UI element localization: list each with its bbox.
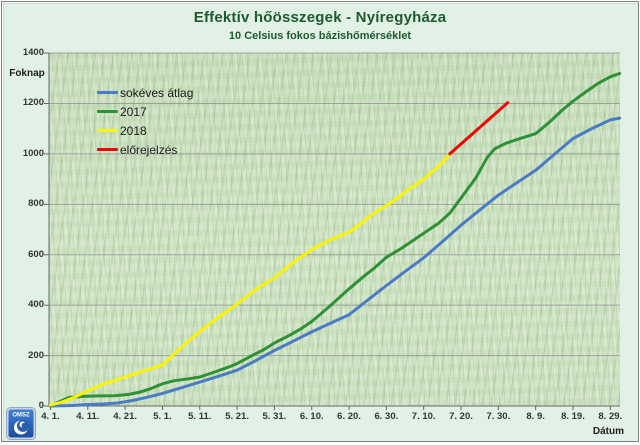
legend-label: 2018	[120, 123, 147, 138]
x-tick-label: 7. 20.	[449, 411, 473, 422]
x-tick-label: 5. 21.	[225, 411, 249, 422]
legend-label: előrejelzés	[120, 142, 178, 157]
x-tick-label: 5. 11.	[188, 411, 212, 422]
chart-canvas	[44, 52, 622, 410]
year-2017-line-swatch	[97, 110, 118, 113]
legend-item-average: sokéves átlag	[97, 83, 193, 102]
legend-label: sokéves átlag	[120, 85, 194, 100]
y-tick-label: 1200	[22, 97, 44, 109]
y-axis-title: Foknap	[9, 68, 45, 79]
x-tick-label: 8. 29.	[598, 411, 623, 422]
omsz-logo: OMSZ	[6, 407, 36, 440]
series-line-2018	[49, 152, 452, 407]
x-tick-label: 6. 30.	[374, 411, 399, 422]
x-tick-label: 6. 10.	[299, 411, 324, 422]
y-tick-label: 1000	[22, 147, 44, 159]
x-tick-label: 4. 21.	[113, 411, 138, 422]
legend-label: 2017	[120, 104, 147, 119]
x-tick-label: 5. 31.	[262, 411, 287, 422]
legend: sokéves átlag 2017 2018 előrejelzés	[97, 83, 193, 159]
chart-subtitle: 10 Celsius fokos bázishőmérséklet	[228, 30, 412, 42]
legend-item-2018: 2018	[97, 121, 193, 140]
series-line-előrejelzés	[448, 101, 510, 156]
x-tick-label: 8. 19.	[561, 411, 585, 422]
y-tick-label: 200	[28, 349, 44, 361]
omsz-logo-icon: OMSZ	[6, 407, 36, 440]
svg-text:OMSZ: OMSZ	[12, 413, 30, 419]
x-tick-label: 6. 20.	[337, 411, 361, 422]
series-line-2017	[49, 72, 622, 408]
x-tick-label: 4. 1.	[41, 411, 60, 422]
forecast-line-swatch	[97, 148, 118, 151]
plot-area	[44, 52, 622, 410]
year-2018-line-swatch	[97, 129, 118, 132]
x-tick-label: 5. 1.	[153, 411, 172, 422]
series-line-sokéves-átlag	[49, 116, 622, 408]
x-tick-label: 8. 9.	[526, 411, 545, 422]
legend-item-forecast: előrejelzés	[97, 140, 193, 159]
x-tick-label: 7. 30.	[486, 411, 511, 422]
average-line-swatch	[97, 91, 118, 94]
x-axis-title: Dátum	[592, 426, 624, 437]
y-tick-label: 1400	[22, 47, 44, 59]
y-tick-label: 400	[28, 299, 44, 311]
x-tick-label: 7. 10.	[411, 411, 436, 422]
y-tick-label: 800	[28, 198, 44, 210]
chart-title: Effektív hőösszegek - Nyíregyháza	[193, 9, 447, 26]
legend-item-2017: 2017	[97, 102, 193, 121]
x-tick-label: 4. 11.	[76, 411, 100, 422]
y-tick-label: 0	[38, 400, 44, 411]
y-tick-label: 600	[28, 248, 44, 260]
